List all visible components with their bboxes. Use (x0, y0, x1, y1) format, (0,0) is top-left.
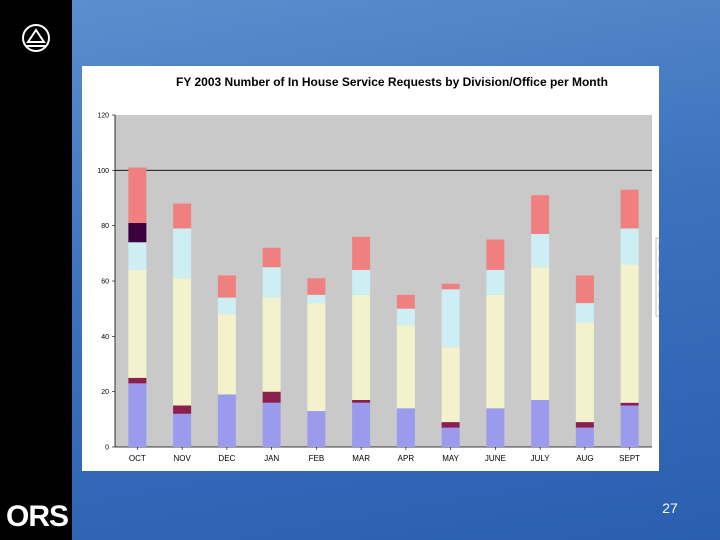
x-tick-label: APR (398, 454, 415, 463)
bar-dbeps-nov (173, 405, 192, 414)
bar-dss-july (531, 195, 550, 234)
bar-dss-jan (262, 247, 281, 268)
y-tick-label: 100 (97, 168, 109, 175)
bar-dss-aug (575, 275, 594, 304)
bar-dps-nov (173, 228, 192, 279)
bar-dss-feb (307, 278, 326, 295)
bar-dirs-dec (217, 314, 236, 395)
bar-od-aug (575, 427, 594, 447)
bar-dbeps-oct (128, 377, 147, 384)
bar-dps-mar (352, 269, 371, 295)
x-tick-label: MAR (352, 454, 370, 463)
bar-od-oct (128, 383, 147, 447)
bar-od-apr (396, 408, 415, 447)
y-tick-label: 20 (101, 389, 109, 396)
x-tick-label: JUNE (485, 454, 506, 463)
bar-dps-may (441, 289, 460, 348)
y-tick-label: 0 (105, 445, 109, 452)
bar-od-dec (217, 394, 236, 447)
bar-dss-june (486, 239, 505, 270)
bar-dirs-sept (620, 264, 639, 403)
bar-dirs-apr (396, 325, 415, 409)
bar-dirs-june (486, 294, 505, 409)
bar-dirs-feb (307, 303, 326, 412)
chart-title: FY 2003 Number of In House Service Reque… (176, 75, 608, 89)
bar-dbeps-sept (620, 402, 639, 406)
bar-od-nov (173, 413, 192, 447)
legend: DSSDISDPSDIRSDBEPSOD (655, 237, 659, 317)
plot-background (115, 115, 652, 447)
bar-dbeps-may (441, 422, 460, 428)
bar-dps-oct (128, 242, 147, 270)
bar-dps-dec (217, 297, 236, 315)
bar-dss-dec (217, 275, 236, 298)
y-tick-label: 80 (101, 223, 109, 230)
plot-area: 0 20 40 60 80 100 120 OCT NOV DEC JAN FEB MAR APR MAY J… (97, 113, 652, 463)
x-tick-label: JULY (531, 454, 551, 463)
x-tick-label: DEC (218, 454, 235, 463)
bar-od-jan (262, 402, 281, 447)
bar-dirs-nov (173, 278, 192, 406)
bar-dps-jan (262, 267, 281, 298)
bar-od-may (441, 427, 460, 447)
bar-dss-mar (352, 236, 371, 270)
y-tick-label: 120 (97, 113, 109, 120)
x-tick-label: NOV (173, 454, 191, 463)
bar-dis-oct (128, 222, 147, 243)
x-tick-label: SEPT (619, 454, 640, 463)
bar-od-feb (307, 411, 326, 447)
bar-dps-aug (575, 303, 594, 323)
nih-logo (22, 24, 50, 52)
x-tick-label: JAN (264, 454, 279, 463)
x-tick-label: AUG (576, 454, 593, 463)
bar-od-june (486, 408, 505, 447)
x-tick-label: OCT (129, 454, 146, 463)
bar-dps-sept (620, 228, 639, 265)
bar-dps-feb (307, 294, 326, 304)
bar-dirs-jan (262, 297, 281, 392)
bar-od-sept (620, 405, 639, 447)
bar-dss-nov (173, 203, 192, 229)
x-tick-label: FEB (309, 454, 325, 463)
bar-od-july (531, 399, 550, 447)
bar-dbeps-aug (575, 422, 594, 428)
y-tick-label: 40 (101, 334, 109, 341)
bar-dirs-july (531, 267, 550, 400)
bar-od-mar (352, 402, 371, 447)
bar-dps-june (486, 269, 505, 295)
stacked-bar-chart: FY 2003 Number of In House Service Reque… (97, 75, 659, 463)
bar-dirs-aug (575, 322, 594, 423)
legend-box (655, 237, 659, 317)
chart-panel: FY 2003 Number of In House Service Reque… (82, 66, 659, 471)
bar-dirs-may (441, 347, 460, 423)
bar-dss-oct (128, 167, 147, 223)
bar-dps-apr (396, 308, 415, 326)
x-tick-label: MAY (442, 454, 459, 463)
bar-dirs-mar (352, 294, 371, 400)
bar-dss-may (441, 283, 460, 290)
bar-dirs-oct (128, 269, 147, 378)
y-tick-label: 60 (101, 279, 109, 286)
bar-dbeps-mar (352, 399, 371, 403)
bar-dps-july (531, 233, 550, 268)
bar-dss-apr (396, 294, 415, 309)
ors-logo: ORS (6, 500, 69, 533)
page-number: 27 (662, 500, 678, 516)
bar-dss-sept (620, 189, 639, 229)
bar-dbeps-jan (262, 391, 281, 403)
left-sidebar: ORS (0, 0, 72, 540)
